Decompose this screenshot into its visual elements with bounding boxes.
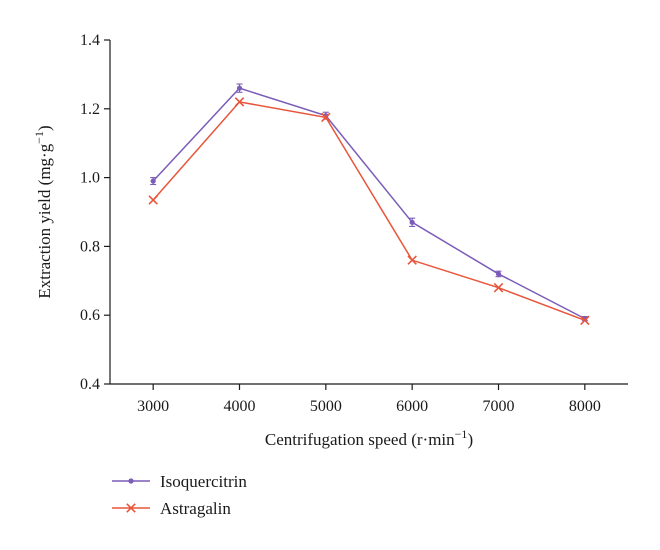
legend-label-astragalin: Astragalin [160,499,231,518]
x-ticks: 3000 4000 5000 6000 7000 8000 [137,384,601,415]
legend-x-marker [126,503,136,513]
x-axis-label: Centrifugation speed (r·min−1) [265,427,473,449]
data-point [321,112,331,123]
y-axis-label: Extraction yield (mg·g−1) [32,125,54,298]
y-tick-label: 1.2 [80,101,100,118]
x-tick-label: 5000 [310,398,342,415]
data-point [495,271,502,277]
data-point [236,85,243,91]
y-tick-label: 0.4 [80,376,100,393]
data-point [580,315,590,326]
series-line-astragalin [152,101,586,322]
legend-entry-astragalin: Astragalin [112,499,231,518]
data-point [148,195,158,205]
x-tick-label: 4000 [224,398,256,415]
axes: 0.4 0.6 0.8 1.0 1.2 1.4 3000 4000 5000 6000 7000 8… [80,32,628,415]
legend: Isoquercitrin Astragalin [112,472,247,518]
y-tick-label: 1.0 [80,170,100,187]
legend-entry-isoquercitrin: Isoquercitrin [112,472,247,491]
series-isoquercitrin [150,83,588,322]
series-line-isoquercitrin [152,87,586,320]
series-astragalin [148,97,590,326]
data-point [409,219,415,225]
data-point [493,282,504,293]
legend-label-isoquercitrin: Isoquercitrin [160,472,247,491]
data-point [234,97,245,107]
y-ticks: 0.4 0.6 0.8 1.0 1.2 1.4 [80,32,110,393]
y-tick-label: 0.6 [80,307,100,324]
plot-series [148,83,590,326]
x-tick-label: 3000 [137,398,169,415]
y-tick-label: 1.4 [80,32,100,49]
data-point [407,255,417,265]
legend-marker-isoquercitrin [128,478,134,484]
x-tick-label: 7000 [483,398,515,415]
x-tick-label: 8000 [569,398,601,415]
legend-marker-astragalin [126,503,136,513]
y-tick-label: 0.8 [80,238,100,255]
x-tick-label: 6000 [396,398,428,415]
data-point [150,178,156,184]
